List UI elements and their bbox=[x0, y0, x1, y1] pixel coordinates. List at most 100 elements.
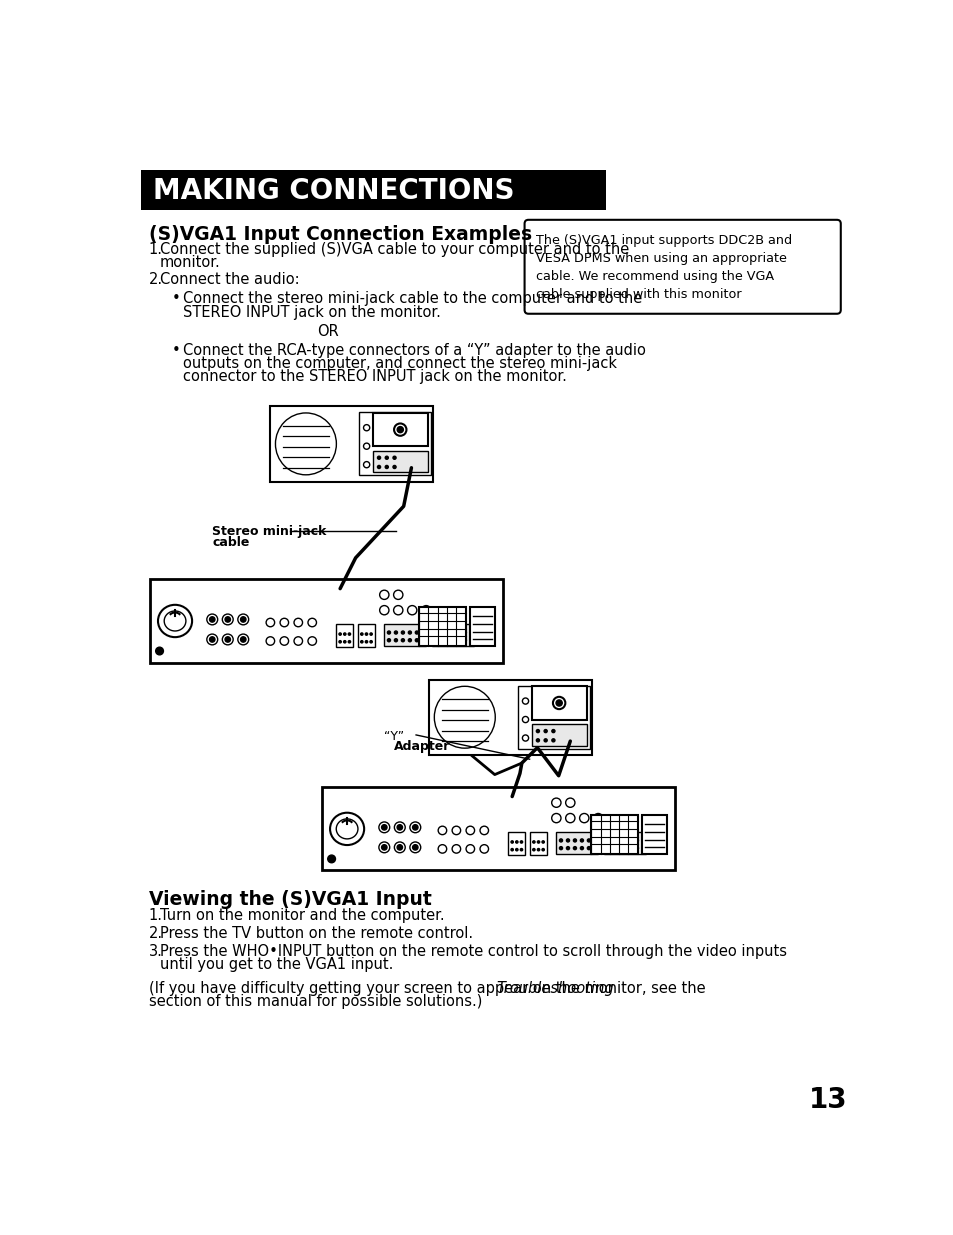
Bar bbox=[429, 679, 592, 755]
Bar bbox=[373, 412, 427, 446]
Circle shape bbox=[385, 456, 388, 459]
Bar bbox=[418, 608, 465, 646]
Circle shape bbox=[442, 638, 445, 642]
Circle shape bbox=[338, 641, 341, 643]
Ellipse shape bbox=[237, 634, 249, 645]
Circle shape bbox=[620, 839, 624, 842]
Circle shape bbox=[348, 641, 350, 643]
Circle shape bbox=[210, 616, 214, 622]
Text: (If you have difficulty getting your screen to appear on the monitor, see the: (If you have difficulty getting your scr… bbox=[149, 981, 709, 995]
Ellipse shape bbox=[294, 637, 302, 645]
Circle shape bbox=[516, 848, 517, 851]
Ellipse shape bbox=[437, 826, 446, 835]
Circle shape bbox=[566, 846, 569, 850]
Circle shape bbox=[449, 631, 452, 634]
Ellipse shape bbox=[275, 412, 336, 474]
Text: 13: 13 bbox=[808, 1086, 847, 1114]
Circle shape bbox=[628, 846, 631, 850]
Bar bbox=[470, 608, 495, 646]
Circle shape bbox=[537, 841, 539, 844]
Circle shape bbox=[377, 466, 380, 468]
Ellipse shape bbox=[437, 845, 446, 853]
Circle shape bbox=[566, 839, 569, 842]
Bar bbox=[591, 815, 637, 853]
Ellipse shape bbox=[452, 826, 460, 835]
Circle shape bbox=[412, 845, 417, 850]
Circle shape bbox=[573, 846, 576, 850]
Ellipse shape bbox=[394, 823, 405, 832]
Circle shape bbox=[377, 456, 380, 459]
Circle shape bbox=[155, 647, 163, 655]
Bar bbox=[335, 624, 353, 647]
Circle shape bbox=[412, 825, 417, 830]
Ellipse shape bbox=[294, 619, 302, 626]
Circle shape bbox=[387, 631, 390, 634]
Ellipse shape bbox=[479, 845, 488, 853]
Text: 1.: 1. bbox=[149, 908, 163, 924]
Text: MAKING CONNECTIONS: MAKING CONNECTIONS bbox=[153, 178, 515, 205]
Circle shape bbox=[456, 631, 459, 634]
Text: section of this manual for possible solutions.): section of this manual for possible solu… bbox=[149, 994, 481, 1009]
Circle shape bbox=[511, 841, 513, 844]
Ellipse shape bbox=[410, 823, 420, 832]
Circle shape bbox=[393, 456, 395, 459]
Ellipse shape bbox=[222, 614, 233, 625]
Circle shape bbox=[551, 730, 555, 732]
Circle shape bbox=[435, 631, 438, 634]
Text: Press the WHO•INPUT button on the remote control to scroll through the video inp: Press the WHO•INPUT button on the remote… bbox=[159, 944, 785, 958]
Text: connector to the STEREO INPUT jack on the monitor.: connector to the STEREO INPUT jack on th… bbox=[183, 369, 566, 384]
Circle shape bbox=[240, 616, 246, 622]
Text: 2.: 2. bbox=[149, 926, 163, 941]
Circle shape bbox=[396, 426, 403, 432]
Ellipse shape bbox=[466, 845, 474, 853]
Bar bbox=[270, 406, 433, 482]
Text: “Y”: “Y” bbox=[384, 730, 404, 742]
Circle shape bbox=[381, 845, 387, 850]
Bar bbox=[556, 832, 598, 853]
Text: monitor.: monitor. bbox=[159, 256, 220, 270]
Ellipse shape bbox=[479, 826, 488, 835]
Circle shape bbox=[408, 631, 411, 634]
Text: 3.: 3. bbox=[149, 944, 162, 958]
Circle shape bbox=[635, 846, 638, 850]
Bar bbox=[150, 579, 502, 662]
FancyBboxPatch shape bbox=[524, 220, 840, 314]
Circle shape bbox=[225, 637, 231, 642]
Circle shape bbox=[463, 631, 466, 634]
Circle shape bbox=[401, 631, 404, 634]
Circle shape bbox=[381, 825, 387, 830]
Ellipse shape bbox=[280, 637, 289, 645]
Bar bbox=[604, 832, 645, 853]
Circle shape bbox=[532, 848, 535, 851]
Bar bbox=[322, 787, 674, 871]
Bar bbox=[517, 685, 589, 748]
Circle shape bbox=[463, 638, 466, 642]
Circle shape bbox=[393, 466, 395, 468]
Ellipse shape bbox=[466, 826, 474, 835]
Text: (S)VGA1 Input Connection Examples: (S)VGA1 Input Connection Examples bbox=[149, 225, 531, 245]
Circle shape bbox=[516, 841, 517, 844]
Circle shape bbox=[573, 839, 576, 842]
Text: Connect the supplied (S)VGA cable to your computer and to the: Connect the supplied (S)VGA cable to you… bbox=[159, 242, 628, 257]
Bar bbox=[531, 724, 586, 746]
Circle shape bbox=[370, 641, 372, 643]
Circle shape bbox=[635, 839, 638, 842]
Circle shape bbox=[579, 839, 583, 842]
Circle shape bbox=[401, 638, 404, 642]
Text: 2.: 2. bbox=[149, 272, 163, 288]
Ellipse shape bbox=[266, 637, 274, 645]
Ellipse shape bbox=[280, 619, 289, 626]
Bar bbox=[508, 832, 525, 855]
Circle shape bbox=[449, 638, 452, 642]
Text: until you get to the VGA1 input.: until you get to the VGA1 input. bbox=[159, 957, 393, 972]
Bar bbox=[530, 832, 546, 855]
Circle shape bbox=[607, 846, 610, 850]
Circle shape bbox=[394, 631, 397, 634]
Circle shape bbox=[396, 825, 402, 830]
Ellipse shape bbox=[158, 605, 192, 637]
Circle shape bbox=[519, 848, 522, 851]
Ellipse shape bbox=[394, 842, 405, 852]
Circle shape bbox=[543, 739, 547, 742]
Text: outputs on the computer, and connect the stereo mini-jack: outputs on the computer, and connect the… bbox=[183, 356, 617, 370]
Ellipse shape bbox=[164, 611, 186, 631]
